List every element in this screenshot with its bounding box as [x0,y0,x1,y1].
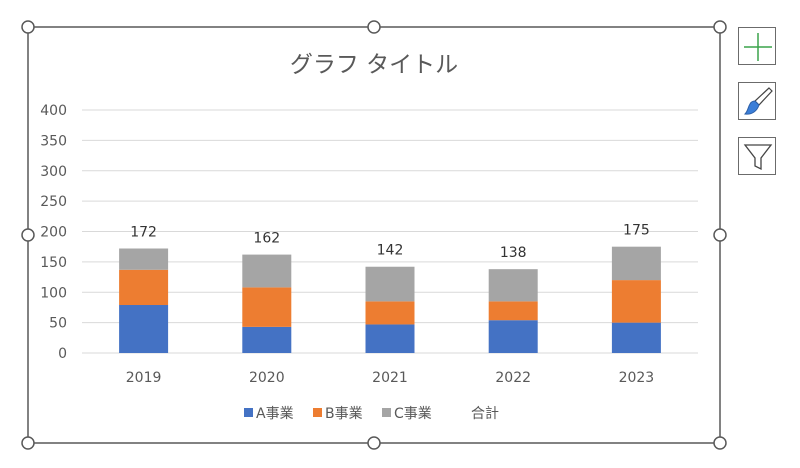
total-data-label[interactable]: 162 [253,231,280,247]
resize-handle[interactable] [21,228,35,242]
resize-handle[interactable] [713,228,727,242]
bar-segment[interactable] [365,301,415,325]
resize-handle[interactable] [713,436,727,450]
resize-handle[interactable] [367,20,381,34]
y-tick-label: 350 [40,133,67,149]
x-tick-label: 2023 [619,370,655,386]
y-tick-label: 0 [58,346,67,362]
resize-handle[interactable] [367,436,381,450]
bar-segment[interactable] [119,248,169,270]
legend-swatch [313,408,322,417]
y-tick-label: 200 [40,225,67,241]
y-tick-label: 100 [40,285,67,301]
resize-handle[interactable] [21,20,35,34]
x-tick-label: 2021 [372,370,408,386]
bar-segment[interactable] [242,254,292,288]
chart-elements-button[interactable] [738,27,776,65]
chart-styles-button[interactable] [738,82,776,120]
total-data-label[interactable]: 175 [623,223,650,239]
brush-icon [743,87,773,115]
legend-entry[interactable]: C事業 [394,406,432,422]
bar-segment[interactable] [488,320,538,353]
y-tick-label: 250 [40,194,67,210]
y-tick-label: 400 [40,103,67,119]
total-data-label[interactable]: 142 [377,243,404,259]
chart-title[interactable]: グラフ タイトル [290,52,458,78]
bar-segment[interactable] [488,269,538,302]
bar-segment[interactable] [365,266,415,302]
bar-segment[interactable] [365,324,415,353]
bar-segment[interactable] [242,326,292,353]
bar-segment[interactable] [488,301,538,321]
total-data-label[interactable]: 138 [500,245,527,261]
x-tick-label: 2019 [126,370,162,386]
bar-segment[interactable] [242,287,292,327]
resize-handle[interactable] [713,20,727,34]
x-tick-label: 2022 [495,370,531,386]
filter-icon [743,144,773,171]
bar-segment[interactable] [611,246,661,281]
legend-swatch [244,408,253,417]
x-tick-label: 2020 [249,370,285,386]
bar-segment[interactable] [119,305,169,353]
y-tick-label: 50 [49,316,67,332]
legend-swatch [382,408,391,417]
bar-segment[interactable] [119,269,169,306]
y-tick-label: 300 [40,164,67,180]
bar-segment[interactable] [611,322,661,353]
bar-segment[interactable] [611,280,661,323]
chart-frame[interactable] [27,26,721,444]
legend-entry[interactable]: A事業 [256,406,294,422]
y-tick-label: 150 [40,255,67,271]
plus-icon [744,33,772,61]
chart-filters-button[interactable] [738,137,776,175]
legend-entry[interactable]: 合計 [471,406,499,422]
total-data-label[interactable]: 172 [130,225,157,241]
resize-handle[interactable] [21,436,35,450]
legend-entry[interactable]: B事業 [325,406,363,422]
